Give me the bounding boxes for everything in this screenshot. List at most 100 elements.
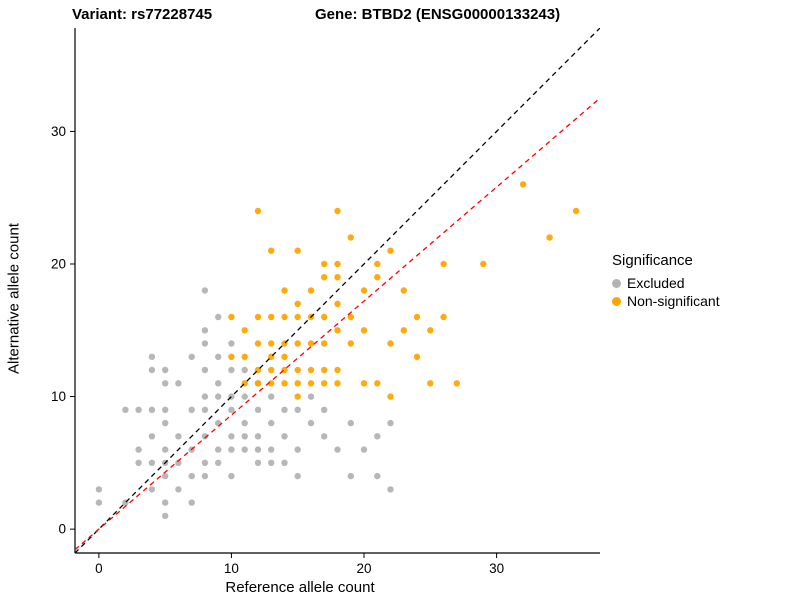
data-point-non-significant <box>360 287 368 294</box>
data-point-excluded <box>254 459 262 466</box>
data-point-excluded <box>148 459 156 466</box>
data-point-excluded <box>175 380 182 387</box>
data-point-excluded <box>307 393 315 400</box>
data-point-excluded <box>188 499 195 506</box>
data-point-excluded <box>162 499 169 506</box>
data-point-non-significant <box>321 274 328 281</box>
data-point-excluded <box>201 393 209 400</box>
data-point-excluded <box>148 353 156 360</box>
data-point-excluded <box>215 380 222 387</box>
data-point-excluded <box>148 406 156 413</box>
y-tick-label: 10 <box>51 389 66 404</box>
data-point-excluded <box>347 472 354 480</box>
data-point-non-significant <box>268 340 275 347</box>
data-point-excluded <box>175 433 182 440</box>
data-point-non-significant <box>307 366 315 374</box>
data-point-non-significant <box>254 207 262 215</box>
data-point-excluded <box>201 366 209 374</box>
data-point-non-significant <box>307 380 315 387</box>
data-point-excluded <box>215 446 222 453</box>
data-point-excluded <box>347 419 354 427</box>
data-point-excluded <box>215 459 222 466</box>
data-point-excluded <box>254 446 262 453</box>
data-point-non-significant <box>254 340 262 347</box>
data-point-non-significant <box>294 380 301 387</box>
legend: Significance Excluded Non-significant <box>612 252 798 311</box>
data-point-non-significant <box>294 300 301 307</box>
x-tick-label: 20 <box>356 561 371 576</box>
data-point-excluded <box>201 406 209 413</box>
data-point-excluded <box>148 433 156 440</box>
data-point-non-significant <box>321 380 328 387</box>
data-point-excluded <box>188 406 195 413</box>
data-point-excluded <box>95 499 103 506</box>
data-point-excluded <box>228 340 235 347</box>
data-point-excluded <box>215 353 222 360</box>
data-point-excluded <box>294 406 301 413</box>
data-point-excluded <box>241 393 248 400</box>
gene-title: Gene: BTBD2 (ENSG00000133243) <box>315 6 561 23</box>
data-point-excluded <box>281 433 288 440</box>
data-point-excluded <box>281 406 288 413</box>
data-point-excluded <box>175 486 182 493</box>
data-point-excluded <box>281 459 288 466</box>
data-point-non-significant <box>268 380 275 387</box>
legend-item-excluded: Excluded <box>612 275 798 291</box>
data-point-non-significant <box>334 366 341 374</box>
data-point-excluded <box>162 380 169 387</box>
data-point-non-significant <box>294 366 301 374</box>
data-point-excluded <box>228 446 235 453</box>
legend-label: Excluded <box>627 275 685 291</box>
data-point-non-significant <box>413 353 421 360</box>
data-point-non-significant <box>254 313 262 321</box>
data-point-non-significant <box>281 287 288 294</box>
data-point-excluded <box>215 313 222 321</box>
data-point-non-significant <box>347 313 354 321</box>
data-point-non-significant <box>321 366 328 374</box>
data-point-non-significant <box>294 247 301 254</box>
data-point-excluded <box>254 433 262 440</box>
data-point-non-significant <box>294 313 301 321</box>
data-point-excluded <box>201 472 209 480</box>
data-point-excluded <box>162 512 169 520</box>
data-point-excluded <box>294 472 301 480</box>
data-point-excluded <box>228 472 235 480</box>
data-point-excluded <box>162 472 169 480</box>
data-point-non-significant <box>334 380 341 387</box>
data-point-non-significant <box>334 260 341 268</box>
data-point-non-significant <box>360 380 368 387</box>
data-point-excluded <box>175 459 182 466</box>
data-point-non-significant <box>307 340 315 347</box>
data-point-non-significant <box>374 380 381 387</box>
data-point-excluded <box>307 419 315 427</box>
data-point-non-significant <box>334 274 341 281</box>
legend-title: Significance <box>612 252 693 269</box>
data-point-excluded <box>162 366 169 374</box>
data-point-excluded <box>268 459 275 466</box>
data-point-non-significant <box>268 366 275 374</box>
data-point-non-significant <box>453 380 460 387</box>
data-point-excluded <box>360 446 368 453</box>
data-point-excluded <box>374 433 381 440</box>
y-tick-label: 20 <box>51 256 66 271</box>
data-point-excluded <box>334 446 341 453</box>
data-point-excluded <box>201 459 209 466</box>
data-point-excluded <box>254 406 262 413</box>
data-point-excluded <box>268 393 275 400</box>
data-point-excluded <box>387 486 394 493</box>
data-point-excluded <box>162 446 169 453</box>
y-axis-label: Alternative allele count <box>5 223 23 374</box>
data-point-non-significant <box>440 260 447 268</box>
legend-dot <box>612 296 621 306</box>
data-point-non-significant <box>294 340 301 347</box>
data-point-non-significant <box>334 327 341 334</box>
data-point-non-significant <box>546 234 553 241</box>
data-point-non-significant <box>347 234 354 241</box>
data-point-non-significant <box>321 340 328 347</box>
data-point-excluded <box>268 419 275 427</box>
data-point-non-significant <box>572 207 580 215</box>
data-point-excluded <box>201 340 209 347</box>
data-point-excluded <box>201 287 209 294</box>
